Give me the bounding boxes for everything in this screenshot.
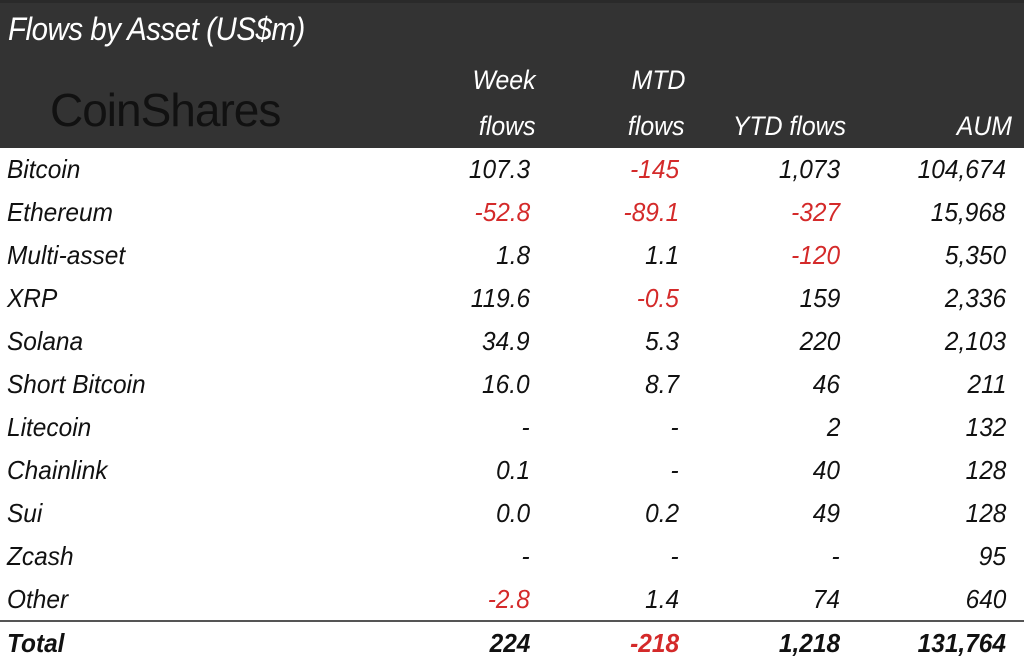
- total-row: Total 224 -218 1,218 131,764: [0, 622, 1024, 665]
- week-flows-cell: -52.8: [474, 197, 530, 227]
- mtd-flows-cell: -89.1: [623, 197, 679, 227]
- table-title: Flows by Asset (US$m): [8, 11, 305, 47]
- week-flows-cell: 16.0: [482, 369, 530, 399]
- mtd-flows-cell: -218: [630, 628, 679, 658]
- table-row: Zcash - - - 95: [0, 535, 1024, 578]
- aum-cell: 104,674: [917, 154, 1006, 184]
- mtd-flows-cell: 8.7: [645, 369, 679, 399]
- mtd-flows-cell: 0.2: [645, 498, 679, 528]
- ytd-flows-cell: -327: [791, 197, 840, 227]
- mtd-flows-cell: 5.3: [645, 326, 679, 356]
- table-row: XRP 119.6 -0.5 159 2,336: [0, 277, 1024, 320]
- aum-cell: 132: [965, 412, 1006, 442]
- col-week-line2: flows: [479, 111, 536, 141]
- mtd-flows-cell: 1.4: [645, 584, 679, 614]
- col-ytd: YTD flows: [732, 111, 846, 141]
- coinshares-logo: CoinShares: [50, 84, 281, 136]
- week-flows-cell: -: [521, 541, 530, 571]
- asset-name: Sui: [7, 498, 43, 528]
- aum-cell: 95: [978, 541, 1006, 571]
- asset-name: Chainlink: [7, 455, 108, 485]
- asset-name: XRP: [7, 283, 58, 313]
- table-row: Litecoin - - 2 132: [0, 406, 1024, 449]
- col-mtd-line2: flows: [628, 111, 685, 141]
- asset-name: Multi-asset: [7, 240, 126, 270]
- ytd-flows-cell: 49: [812, 498, 840, 528]
- ytd-flows-cell: -: [831, 541, 840, 571]
- week-flows-cell: -2.8: [487, 584, 530, 614]
- week-flows-cell: -: [521, 412, 530, 442]
- ytd-flows-cell: 74: [812, 584, 840, 614]
- asset-name: Ethereum: [7, 197, 113, 227]
- col-aum: AUM: [956, 111, 1012, 141]
- aum-cell: 128: [965, 498, 1006, 528]
- asset-name: Total: [7, 628, 65, 658]
- table-row: Bitcoin 107.3 -145 1,073 104,674: [0, 148, 1024, 191]
- aum-cell: 2,103: [944, 326, 1006, 356]
- ytd-flows-cell: 46: [812, 369, 840, 399]
- table-row: Solana 34.9 5.3 220 2,103: [0, 320, 1024, 363]
- ytd-flows-cell: 1,073: [778, 154, 840, 184]
- asset-name: Short Bitcoin: [7, 369, 146, 399]
- week-flows-cell: 34.9: [482, 326, 530, 356]
- ytd-flows-cell: 2: [826, 412, 840, 442]
- mtd-flows-cell: -: [670, 412, 679, 442]
- ytd-flows-cell: 220: [799, 326, 840, 356]
- mtd-flows-cell: -: [670, 541, 679, 571]
- ytd-flows-cell: -120: [791, 240, 840, 270]
- aum-cell: 640: [965, 584, 1006, 614]
- table-row: Other -2.8 1.4 74 640: [0, 578, 1024, 621]
- aum-cell: 131,764: [917, 628, 1006, 658]
- mtd-flows-cell: -145: [630, 154, 679, 184]
- table-row: Multi-asset 1.8 1.1 -120 5,350: [0, 234, 1024, 277]
- mtd-flows-cell: 1.1: [645, 240, 679, 270]
- aum-cell: 2,336: [944, 283, 1006, 313]
- week-flows-cell: 107.3: [468, 154, 530, 184]
- table-row: Ethereum -52.8 -89.1 -327 15,968: [0, 191, 1024, 234]
- ytd-flows-cell: 159: [799, 283, 840, 313]
- aum-cell: 15,968: [931, 197, 1006, 227]
- asset-name: Litecoin: [7, 412, 92, 442]
- week-flows-cell: 119.6: [470, 283, 530, 313]
- table-row: Chainlink 0.1 - 40 128: [0, 449, 1024, 492]
- col-week-line1: Week: [472, 65, 536, 95]
- ytd-flows-cell: 40: [812, 455, 840, 485]
- mtd-flows-cell: -0.5: [636, 283, 679, 313]
- week-flows-cell: 0.1: [496, 455, 530, 485]
- mtd-flows-cell: -: [670, 455, 679, 485]
- aum-cell: 211: [967, 369, 1006, 399]
- aum-cell: 128: [965, 455, 1006, 485]
- table-header: Flows by Asset (US$m) CoinShares Week fl…: [0, 0, 1024, 148]
- week-flows-cell: 224: [489, 628, 530, 658]
- table-row: Short Bitcoin 16.0 8.7 46 211: [0, 363, 1024, 406]
- asset-name: Zcash: [7, 541, 74, 571]
- table-row: Sui 0.0 0.2 49 128: [0, 492, 1024, 535]
- asset-name: Other: [7, 584, 69, 614]
- asset-name: Bitcoin: [7, 154, 81, 184]
- total-divider: [0, 620, 1024, 622]
- ytd-flows-cell: 1,218: [778, 628, 840, 658]
- asset-name: Solana: [7, 326, 84, 356]
- week-flows-cell: 1.8: [496, 240, 530, 270]
- week-flows-cell: 0.0: [496, 498, 530, 528]
- aum-cell: 5,350: [944, 240, 1006, 270]
- col-mtd-line1: MTD: [631, 65, 685, 95]
